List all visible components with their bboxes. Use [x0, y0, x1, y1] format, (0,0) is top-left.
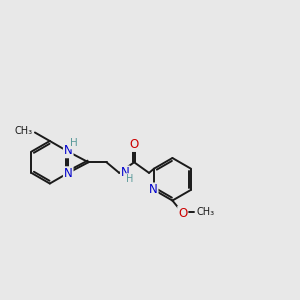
Text: N: N [64, 167, 73, 180]
Text: O: O [130, 138, 139, 151]
Text: H: H [70, 139, 77, 148]
Text: N: N [149, 183, 158, 196]
Text: CH₃: CH₃ [15, 126, 33, 136]
Text: H: H [126, 174, 133, 184]
Text: N: N [121, 167, 130, 179]
Text: O: O [178, 207, 188, 220]
Text: CH₃: CH₃ [197, 207, 215, 217]
Text: N: N [64, 144, 73, 157]
